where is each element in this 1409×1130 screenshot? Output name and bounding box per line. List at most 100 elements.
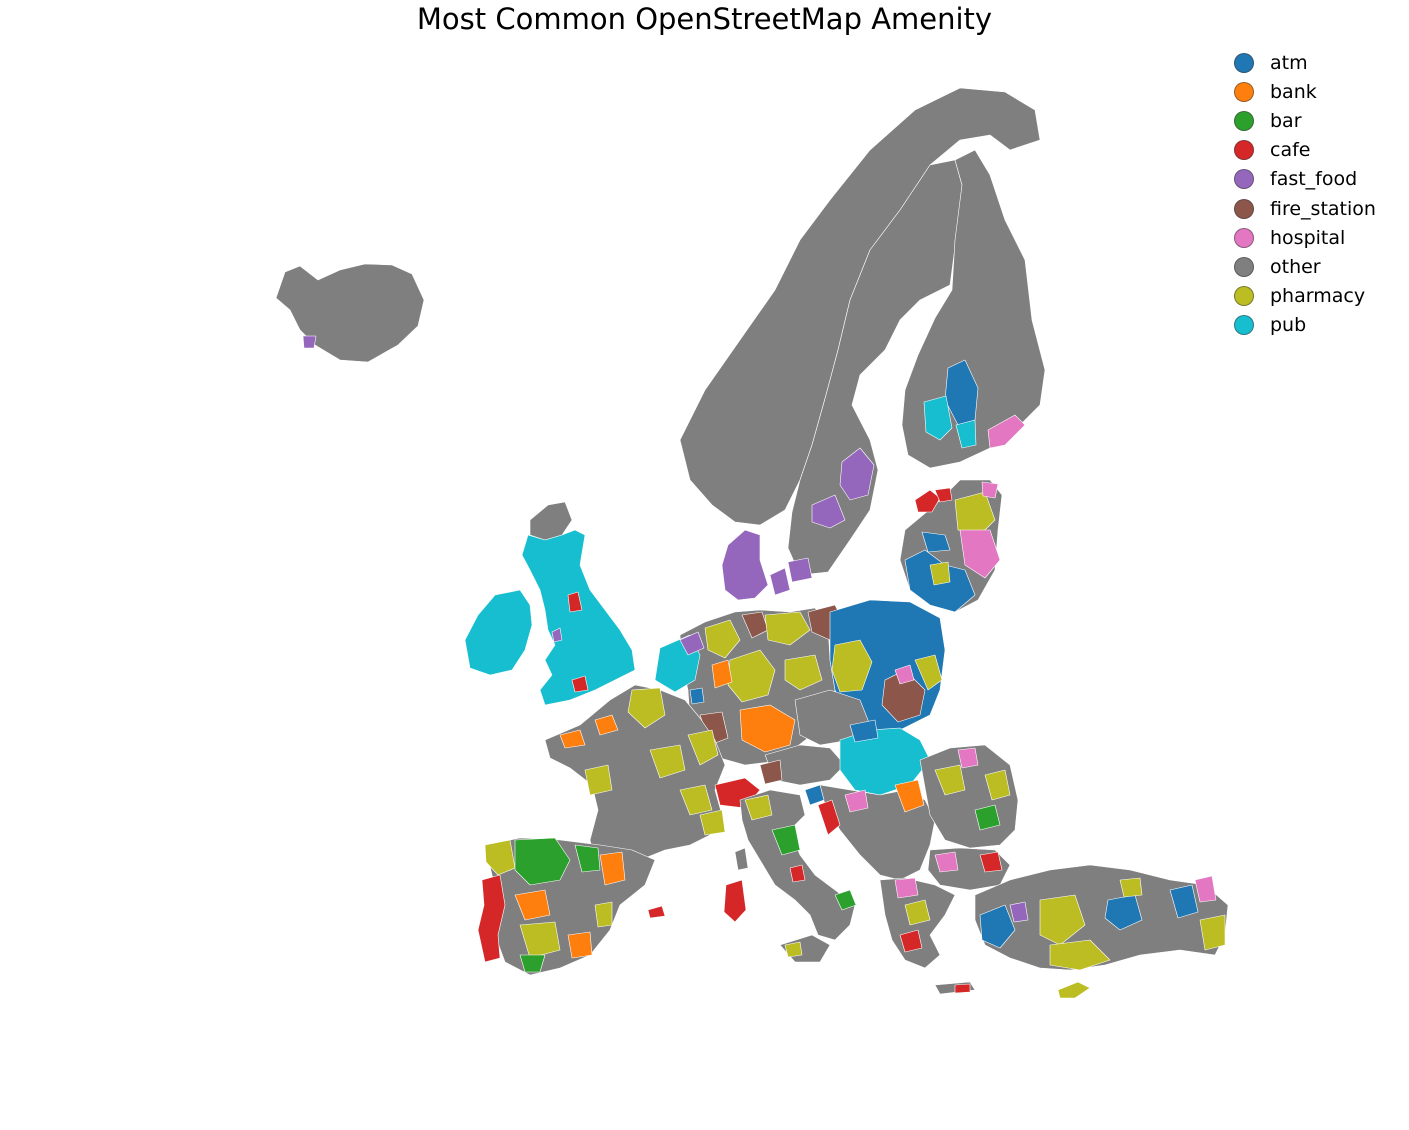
- region-serbia: [894, 779, 925, 813]
- region-estonia-north-coast: [934, 487, 953, 503]
- region-sweden-east: [839, 447, 875, 501]
- region-turkey-north: [1119, 877, 1143, 898]
- legend-item-fast-food: fast_food: [1234, 165, 1376, 194]
- region-norway: [679, 87, 1041, 526]
- region-romania-west: [934, 764, 966, 796]
- region-netherlands-north: [679, 631, 705, 656]
- legend-swatch: [1234, 315, 1254, 336]
- legend-item-cafe: cafe: [1234, 136, 1376, 165]
- legend-item-other: other: [1234, 252, 1376, 281]
- region-turkey-northeast: [1194, 875, 1217, 903]
- region-estonia: [954, 491, 996, 536]
- legend-swatch: [1234, 140, 1254, 161]
- region-cyprus: [1057, 981, 1091, 999]
- region-france-east: [687, 729, 719, 766]
- region-luxembourg: [689, 687, 705, 705]
- legend-swatch: [1234, 169, 1254, 190]
- region-sweden-skane: [787, 557, 813, 583]
- region-austria-tyrol: [759, 759, 783, 785]
- region-slovakia-east: [849, 719, 879, 743]
- region-spain-galicia: [484, 839, 516, 876]
- region-sweden-south: [811, 494, 846, 529]
- legend-label: bank: [1270, 80, 1317, 103]
- region-gb-south: [571, 675, 589, 693]
- region-germany-bavaria: [739, 704, 796, 753]
- region-italy-north: [744, 794, 773, 821]
- region-france-west: [584, 764, 613, 796]
- region-germany-northeast: [764, 611, 811, 646]
- region-greece-south: [899, 929, 923, 953]
- region-spain-basque: [574, 844, 601, 873]
- region-croatia: [817, 799, 841, 836]
- region-slovenia: [804, 784, 825, 806]
- region-bosnia: [844, 789, 869, 813]
- region-germany-saxony: [784, 654, 823, 691]
- region-finland: [901, 149, 1046, 469]
- legend-label: bar: [1270, 109, 1302, 132]
- region-germany-northwest: [704, 619, 741, 659]
- region-spain-center: [514, 889, 551, 921]
- legend-swatch: [1234, 256, 1254, 277]
- legend-swatch: [1234, 286, 1254, 307]
- region-bulgaria-east: [979, 851, 1003, 873]
- region-spain-south: [519, 921, 561, 959]
- legend-label: pharmacy: [1270, 285, 1366, 308]
- legend-label: hospital: [1270, 226, 1346, 249]
- region-greece-north: [894, 877, 919, 899]
- region-turkey-marmara: [1009, 901, 1029, 923]
- region-bulgaria-west: [934, 851, 959, 873]
- region-denmark: [721, 529, 769, 601]
- region-latvia-west: [921, 531, 951, 553]
- region-france-north: [627, 687, 666, 729]
- map-title: Most Common OpenStreetMap Amenity: [416, 2, 993, 36]
- region-romania-east: [984, 769, 1011, 801]
- region-estonia-north: [981, 481, 999, 499]
- region-finland-west: [923, 395, 953, 441]
- region-italy-central: [789, 864, 806, 883]
- region-france-southeast: [699, 809, 726, 836]
- legend-label: other: [1270, 255, 1321, 278]
- region-hungary: [839, 727, 931, 796]
- region-portugal: [477, 874, 506, 963]
- region-latvia-mid: [929, 561, 951, 586]
- legend-swatch: [1234, 227, 1254, 248]
- legend-label: pub: [1270, 314, 1307, 337]
- region-great-britain: [521, 529, 636, 706]
- region-france-south: [679, 784, 713, 816]
- region-finland-southeast: [987, 414, 1026, 449]
- legend-swatch: [1234, 198, 1254, 219]
- region-turkey-aegean: [1039, 894, 1086, 946]
- region-estonia-islands: [914, 489, 941, 513]
- region-turkey-west: [979, 904, 1016, 949]
- region-romania-south: [974, 804, 1001, 831]
- legend-item-bank: bank: [1234, 77, 1376, 106]
- legend-item-fire-station: fire_station: [1234, 194, 1376, 223]
- legend-label: fast_food: [1270, 168, 1358, 191]
- region-france-brittany: [559, 729, 586, 749]
- legend-label: atm: [1270, 51, 1308, 74]
- legend-label: fire_station: [1270, 197, 1376, 220]
- region-france-normandy: [594, 714, 619, 736]
- region-sardinia: [723, 879, 747, 923]
- region-ireland: [464, 589, 533, 676]
- region-italy-south: [834, 889, 857, 911]
- region-turkey: [974, 864, 1229, 971]
- legend-item-pub: pub: [1234, 311, 1376, 340]
- legend-swatch: [1234, 81, 1254, 102]
- region-poland-west: [831, 639, 873, 693]
- region-gb-wales: [551, 627, 563, 643]
- region-corsica: [734, 847, 749, 871]
- region-iceland: [275, 263, 425, 363]
- region-scotland-highlands: [529, 501, 573, 541]
- region-denmark-zealand: [769, 567, 791, 596]
- region-turkey-southeast: [1199, 914, 1226, 951]
- region-italy: [739, 789, 856, 941]
- region-spain-andalusia: [519, 954, 546, 973]
- region-italy-northeast: [771, 824, 801, 856]
- region-greece-center: [904, 899, 931, 926]
- region-france-center: [649, 744, 686, 779]
- region-romania-north: [957, 747, 979, 769]
- region-gb-north: [567, 591, 583, 613]
